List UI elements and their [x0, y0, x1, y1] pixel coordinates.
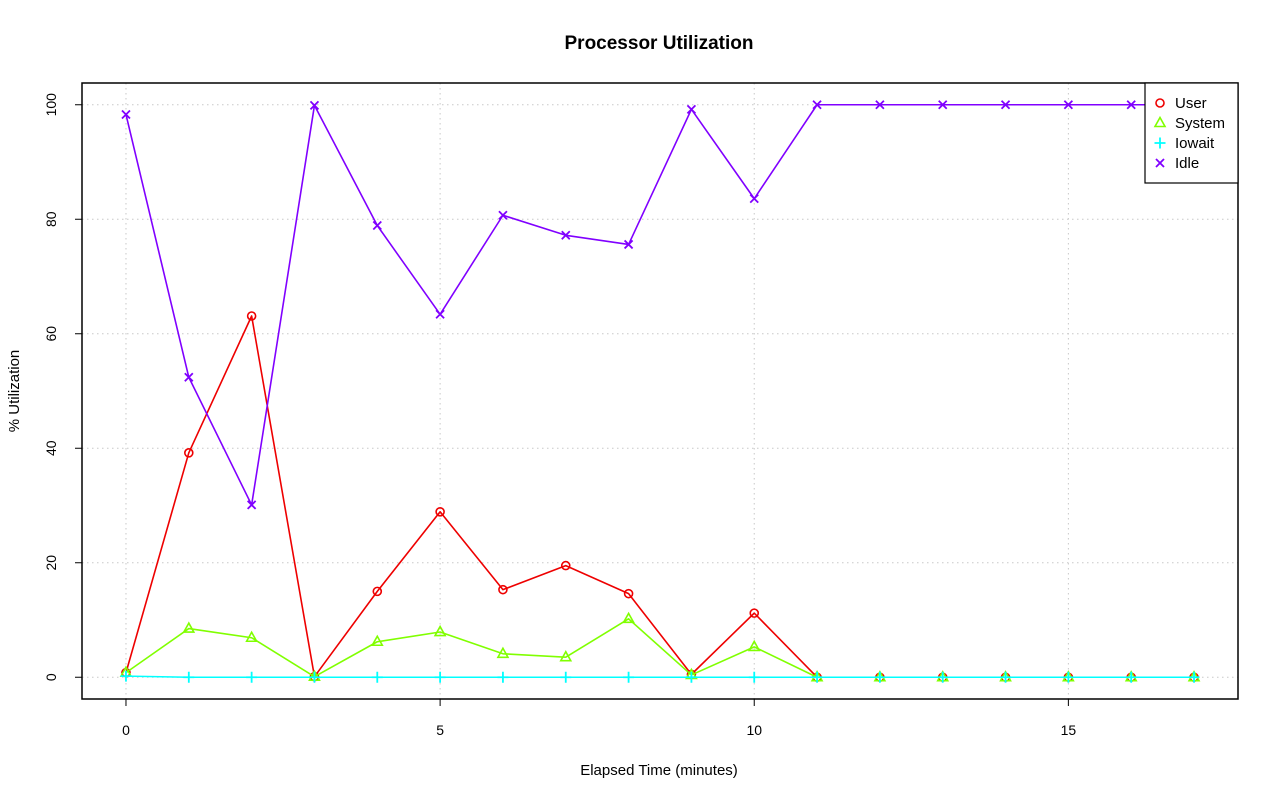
y-tick-label: 0 [43, 673, 59, 681]
data-point-iowait [497, 671, 509, 683]
series-user [121, 311, 1199, 683]
legend-marker-idle [1155, 158, 1165, 168]
data-point-idle [1000, 100, 1011, 110]
data-point-idle [749, 194, 759, 204]
data-point-iowait [937, 671, 949, 683]
data-point-system [496, 646, 510, 659]
data-point-idle [1063, 100, 1074, 110]
data-point-system [245, 630, 258, 643]
data-point-iowait [246, 671, 258, 683]
series-iowait [120, 670, 1200, 683]
data-point-idle [309, 100, 320, 110]
legend-label-user: User [1175, 95, 1207, 112]
data-point-iowait [560, 671, 572, 683]
y-tick-label: 20 [43, 555, 59, 571]
data-point-system [622, 611, 635, 624]
data-point-iowait [811, 671, 823, 683]
data-point-system [559, 650, 573, 662]
data-point-iowait [1188, 671, 1200, 683]
data-point-user [623, 588, 634, 599]
axis-layer: 0 5 10 15 0 20 40 60 80 100 [43, 93, 1076, 738]
data-point-system [370, 634, 384, 647]
y-tick-label: 80 [43, 211, 59, 227]
x-tick-label: 10 [746, 722, 762, 738]
data-point-idle [246, 500, 257, 510]
data-point-system [182, 621, 196, 633]
series-line-iowait [125, 675, 1195, 679]
y-tick-label: 40 [43, 440, 59, 456]
data-point-idle [498, 210, 508, 220]
data-point-user [435, 506, 445, 517]
data-point-iowait [371, 671, 383, 683]
data-point-idle [686, 104, 697, 114]
data-point-user [184, 448, 194, 458]
x-tick-label: 15 [1061, 722, 1077, 738]
data-point-idle [372, 220, 382, 231]
data-point-iowait [308, 671, 320, 683]
data-point-iowait [874, 671, 886, 683]
legend-label-iowait: Iowait [1175, 135, 1215, 152]
legend-label-system: System [1175, 115, 1225, 132]
legend: User System Iowait Idle [1144, 82, 1239, 184]
data-point-idle [623, 239, 634, 250]
data-point-idle [121, 109, 131, 120]
data-point-iowait [1000, 671, 1012, 683]
series-system [119, 611, 1201, 682]
x-axis-label: Elapsed Time (minutes) [580, 762, 738, 779]
y-axis-label: % Utilization [6, 350, 23, 433]
data-point-idle [561, 230, 571, 240]
data-point-user [372, 586, 383, 597]
series-layer [119, 100, 1201, 683]
data-point-system [747, 639, 761, 652]
legend-marker-user [1155, 98, 1165, 108]
legend-marker-system [1153, 115, 1167, 128]
legend-label-idle: Idle [1175, 155, 1199, 172]
y-tick-label: 100 [43, 93, 59, 117]
data-point-idle [1126, 100, 1136, 110]
data-point-iowait [1125, 671, 1137, 683]
data-point-idle [875, 100, 885, 110]
data-point-user [560, 560, 571, 571]
data-point-iowait [1062, 671, 1074, 683]
x-tick-label: 5 [436, 722, 444, 738]
data-point-iowait [434, 671, 446, 683]
series-line-user [125, 315, 1195, 679]
chart-title: Processor Utilization [565, 33, 754, 54]
series-line-system [125, 618, 1195, 679]
data-point-user [246, 311, 257, 321]
data-point-iowait [748, 671, 760, 683]
series-line-idle [125, 103, 1195, 506]
data-point-idle [812, 100, 822, 110]
data-point-user [749, 608, 760, 618]
data-point-iowait [120, 670, 132, 682]
data-point-system [433, 624, 447, 637]
legend-marker-iowait [1154, 137, 1166, 149]
data-point-user [498, 584, 508, 595]
data-point-idle [184, 372, 194, 382]
y-tick-label: 60 [43, 326, 59, 342]
data-point-iowait [685, 671, 697, 683]
data-point-idle [938, 100, 948, 110]
series-idle [121, 100, 1199, 510]
data-point-iowait [183, 671, 195, 683]
data-point-idle [435, 309, 445, 319]
x-tick-label: 0 [122, 722, 130, 738]
data-point-iowait [623, 671, 635, 683]
